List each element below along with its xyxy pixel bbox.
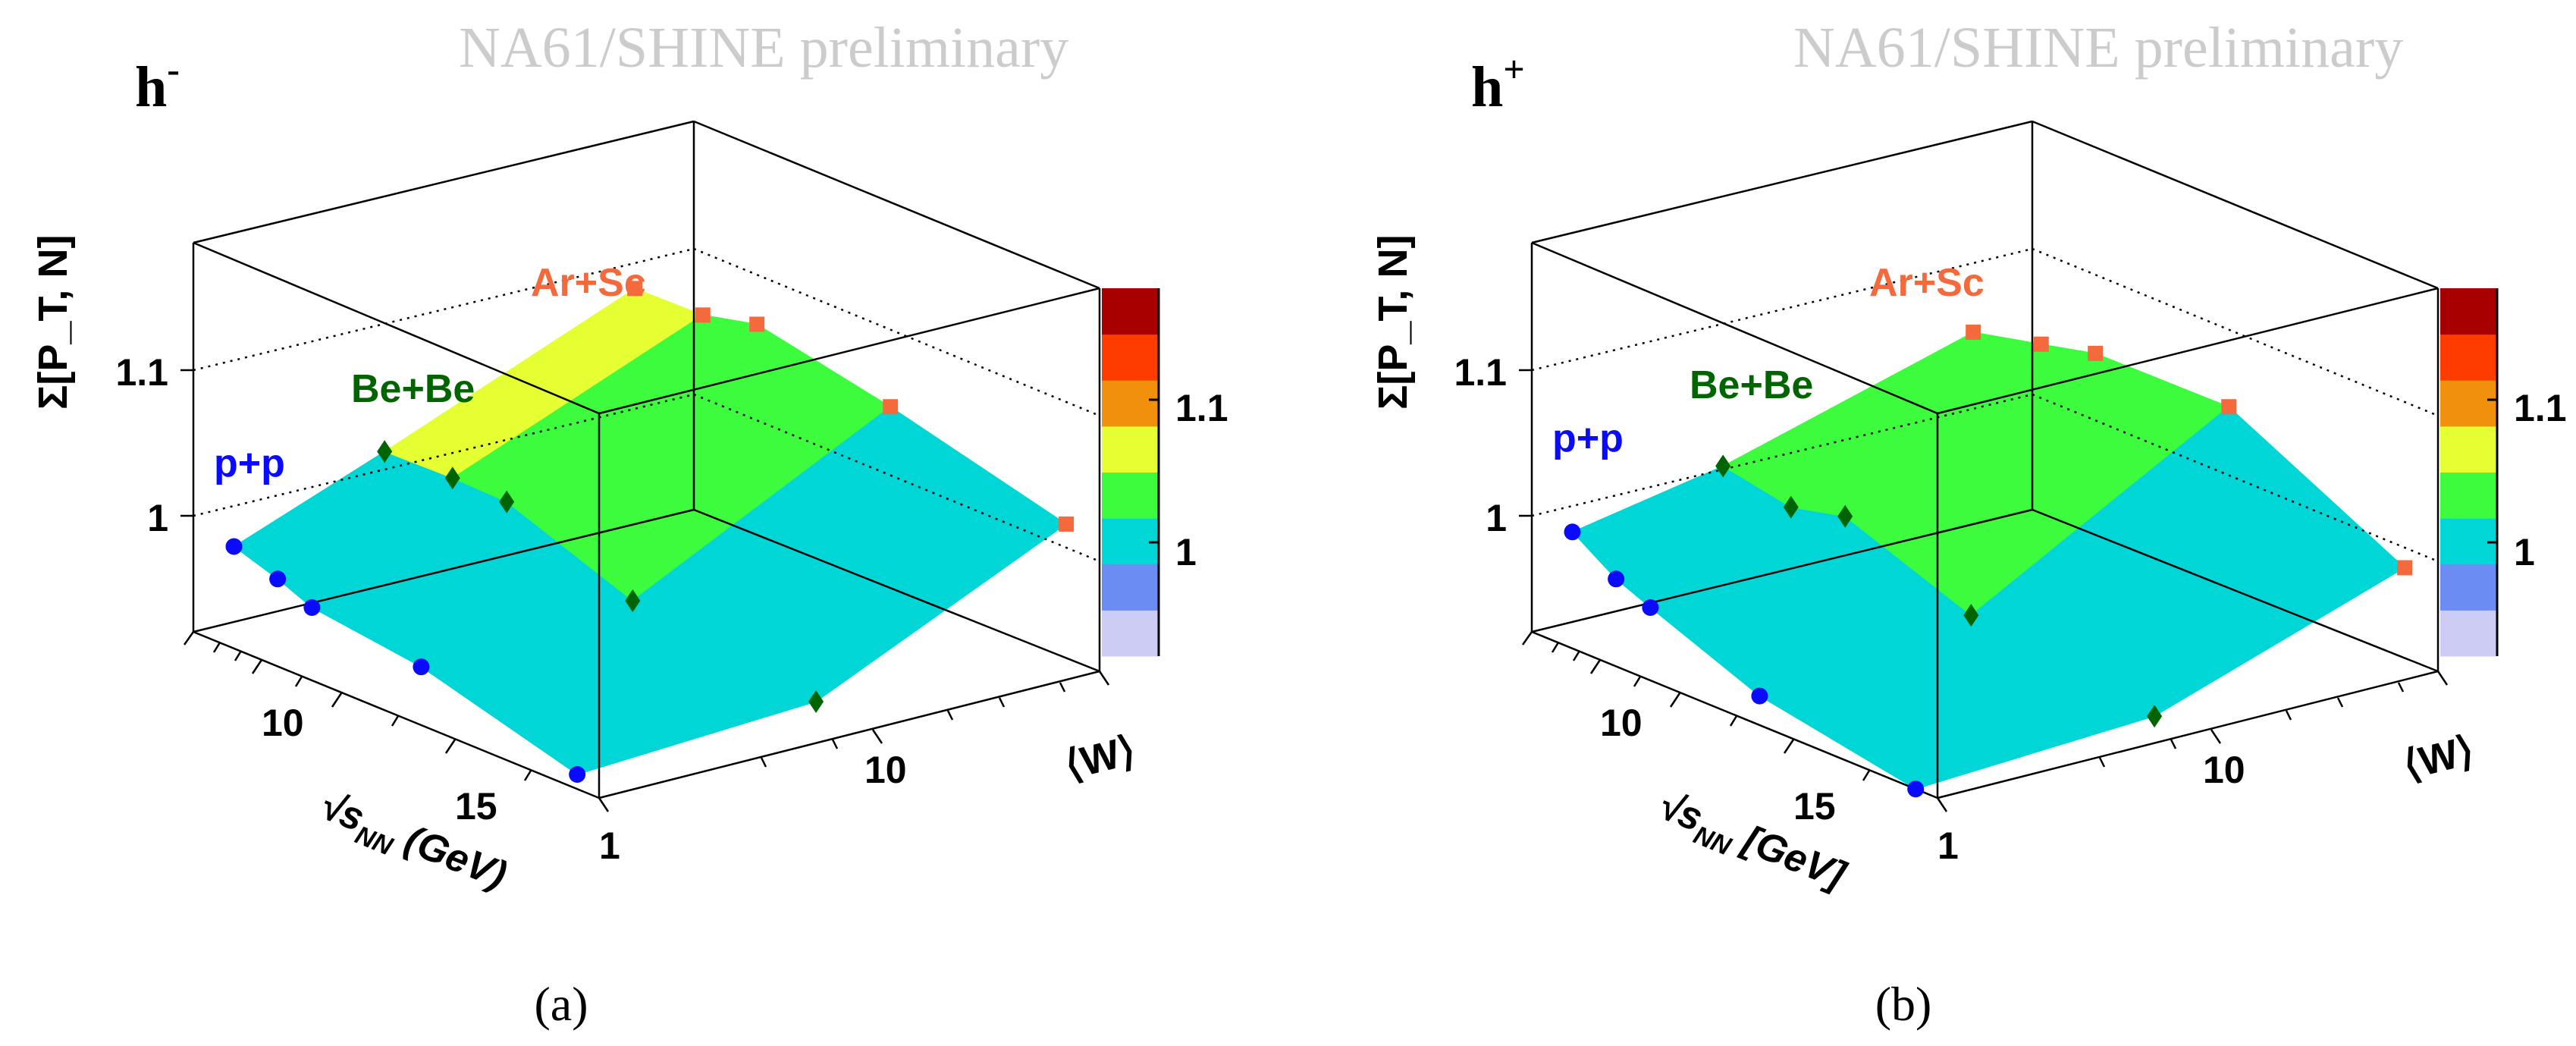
data-point-pp [269, 570, 287, 588]
data-point-pp [1907, 781, 1925, 798]
colorbar-tick-label: 1.1 [1175, 387, 1228, 429]
box-frame [192, 120, 1101, 799]
x-tick-label: 15 [455, 785, 497, 828]
charge-label: - [167, 48, 180, 90]
axis-ticks [180, 369, 1110, 812]
data-point-BeBe [808, 689, 824, 713]
surface [233, 287, 1067, 775]
data-point-ArSc [1059, 516, 1075, 532]
data-point-BeBe [499, 490, 515, 514]
colorbar-tick-label: 1.1 [2514, 387, 2567, 429]
colorbar-swatch [1102, 380, 1159, 427]
data-point-ArSc [2397, 560, 2413, 576]
z-tick-label: 1 [1486, 497, 1507, 539]
data-point-ArSc [695, 307, 711, 323]
z-axis-label: Σ[P_T, N] [30, 235, 76, 410]
series-label-arsc: Ar+Sc [531, 261, 646, 305]
panel-caption: (b) [1875, 977, 1932, 1031]
panel-a: h- NA61/SHINE preliminary Σ[P_T, N] 1.1 … [30, 16, 1228, 1031]
data-point-pp [303, 599, 321, 617]
data-point-ArSc [883, 399, 899, 415]
series-label-pp: p+p [214, 441, 285, 485]
panel-caption: (a) [534, 977, 588, 1031]
x-tick-label: 10 [262, 702, 304, 744]
colorbar [1102, 288, 1160, 657]
colorbar [2440, 288, 2499, 657]
data-point-ArSc [2088, 345, 2104, 361]
data-point-ArSc [627, 281, 643, 297]
particle-label: h [135, 55, 167, 119]
colorbar-swatch [1102, 288, 1159, 335]
data-point-BeBe [2147, 705, 2163, 728]
colorbar-swatch [2440, 288, 2497, 335]
data-point-BeBe [1715, 454, 1731, 478]
surface [1571, 331, 2405, 790]
z-gridlines [193, 247, 1100, 563]
panel-b: h+ NA61/SHINE preliminary Σ[P_T, N] 1.1 … [1370, 16, 2567, 1031]
panel-title: h- [135, 48, 180, 119]
colorbar-swatch [1102, 564, 1159, 611]
series-label-bebe: Be+Be [1690, 363, 1813, 407]
data-point-pp [413, 658, 430, 676]
x-tick-label: 10 [1600, 702, 1643, 744]
colorbar-swatch [2440, 380, 2497, 427]
y-tick-label: 10 [2203, 749, 2245, 791]
data-point-BeBe [1783, 495, 1799, 519]
colorbar-swatch [2440, 334, 2497, 381]
colorbar-swatch [1102, 426, 1159, 473]
data-point-pp [1608, 570, 1625, 588]
data-point-ArSc [2033, 336, 2049, 352]
z-tick-label: 1.1 [115, 351, 168, 394]
colorbar-swatch [1102, 472, 1159, 519]
z-gridlines [1531, 247, 2439, 563]
colorbar-tick-label: 1 [2514, 531, 2535, 573]
z-tick-label: 1.1 [1454, 351, 1507, 394]
y-tick-label: 10 [864, 749, 907, 791]
charge-label: + [1503, 48, 1525, 90]
z-axis-label: Σ[P_T, N] [1370, 235, 1416, 410]
series-label-bebe: Be+Be [351, 367, 475, 411]
markers [1564, 324, 2413, 798]
axis-ticks [1519, 369, 2449, 812]
data-point-BeBe [1837, 504, 1853, 528]
data-point-BeBe [1963, 604, 1979, 627]
markers [225, 281, 1075, 784]
colorbar-swatch [2440, 426, 2497, 473]
particle-label: h [1471, 55, 1503, 119]
series-label-pp: p+p [1552, 416, 1624, 460]
y-tick-label: 1 [1937, 825, 1959, 867]
x-tick-label: 15 [1793, 785, 1836, 828]
colorbar-swatch [1102, 334, 1159, 381]
y-axis-label: ⟨W⟩ [1060, 727, 1140, 789]
colorbar-swatch [1102, 610, 1159, 657]
y-axis-label: ⟨W⟩ [2399, 727, 2478, 789]
data-point-ArSc [749, 316, 765, 332]
data-point-pp [225, 538, 243, 555]
data-point-BeBe [377, 440, 393, 463]
colorbar-swatch [2440, 472, 2497, 519]
data-point-BeBe [625, 589, 641, 612]
data-point-ArSc [1966, 324, 1981, 340]
panel-title: h+ [1471, 48, 1525, 119]
y-tick-label: 1 [599, 825, 620, 867]
series-label-arsc: Ar+Sc [1869, 261, 1985, 305]
box-frame [1530, 120, 2440, 799]
data-point-pp [569, 766, 586, 784]
z-tick-label: 1 [147, 497, 168, 539]
data-point-pp [1751, 687, 1768, 705]
data-point-BeBe [444, 466, 460, 490]
colorbar-tick-label: 1 [1175, 531, 1197, 573]
data-point-pp [1564, 523, 1581, 541]
colorbar-swatch [2440, 610, 2497, 657]
watermark: NA61/SHINE preliminary [459, 16, 1068, 80]
data-point-ArSc [2221, 399, 2237, 415]
watermark: NA61/SHINE preliminary [1793, 16, 2403, 80]
data-point-pp [1642, 599, 1659, 617]
colorbar-swatch [2440, 564, 2497, 611]
